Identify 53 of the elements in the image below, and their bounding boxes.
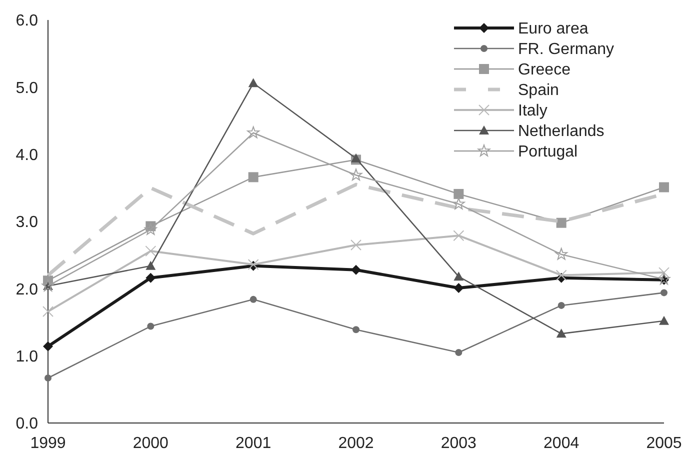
point	[248, 172, 258, 182]
point	[454, 188, 464, 199]
y-tick-label: 6.0	[16, 12, 38, 30]
point	[659, 316, 669, 325]
y-tick-label: 1.0	[16, 348, 38, 366]
x-tick-label: 2001	[236, 435, 272, 452]
point	[558, 302, 565, 309]
legend-label: Greece	[518, 62, 571, 79]
point	[452, 198, 465, 210]
y-tick-label: 5.0	[16, 80, 38, 97]
point	[43, 341, 53, 352]
point	[351, 264, 361, 275]
point	[42, 306, 54, 318]
y-tick-label: 3.0	[16, 214, 38, 232]
point	[248, 78, 258, 88]
point	[247, 126, 260, 138]
point	[350, 240, 362, 251]
x-tick-label: 2005	[646, 435, 682, 452]
point	[146, 272, 156, 283]
point	[556, 218, 566, 228]
point	[555, 248, 568, 260]
point	[659, 182, 669, 192]
point	[352, 326, 360, 334]
point	[454, 272, 464, 281]
point	[350, 168, 362, 181]
legend-label: Portugal	[518, 144, 578, 161]
legend-label: FR. Germany	[518, 41, 614, 58]
point	[44, 374, 52, 382]
x-tick-label: 1999	[30, 435, 66, 452]
point	[660, 289, 668, 296]
point	[351, 153, 361, 162]
point	[455, 348, 462, 356]
legend-label: Italy	[518, 102, 548, 120]
legend-label: Spain	[518, 82, 559, 100]
point	[556, 270, 567, 281]
point	[556, 328, 566, 338]
x-tick-label: 2002	[338, 435, 374, 452]
point	[147, 322, 154, 330]
point	[145, 246, 156, 257]
x-tick-label: 2004	[544, 435, 580, 452]
legend-label: Euro area	[518, 20, 588, 38]
point	[146, 260, 156, 270]
legend-label: Netherlands	[518, 123, 604, 140]
x-tick-label: 2003	[440, 435, 477, 452]
point	[454, 282, 464, 293]
point	[144, 223, 157, 235]
x-tick-label: 2000	[132, 435, 169, 452]
y-tick-label: 4.0	[16, 146, 38, 164]
y-tick-label: 2.0	[16, 281, 38, 298]
y-tick-label: 0.0	[16, 416, 38, 433]
point	[453, 230, 464, 242]
point	[658, 267, 670, 278]
point	[250, 296, 257, 303]
